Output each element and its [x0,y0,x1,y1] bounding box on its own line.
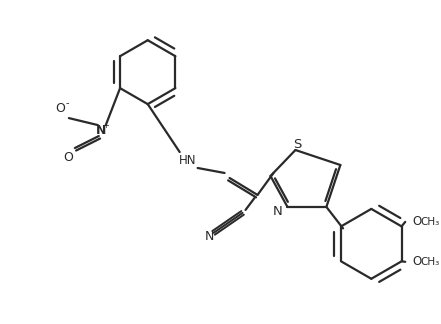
Text: O: O [55,102,65,115]
Text: +: + [102,121,109,130]
Text: O: O [63,151,73,164]
Text: O: O [413,215,422,228]
Text: HN: HN [179,154,196,167]
Text: N: N [273,205,282,218]
Text: N: N [96,123,106,136]
Text: S: S [293,137,302,151]
Text: -: - [65,98,69,108]
Text: CH₃: CH₃ [421,257,440,267]
Text: O: O [413,255,422,268]
Text: N: N [205,230,214,243]
Text: CH₃: CH₃ [421,217,440,227]
